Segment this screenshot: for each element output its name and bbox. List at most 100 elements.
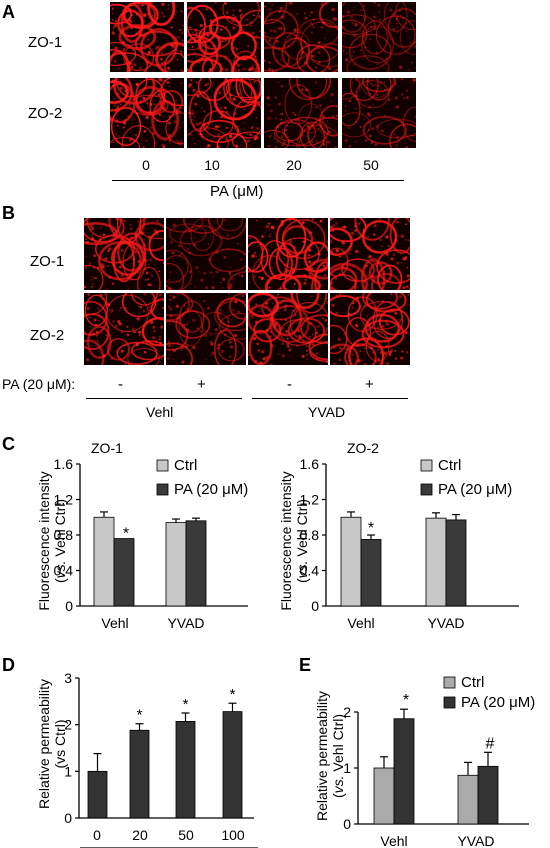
panel-b-sign-2: +	[197, 376, 206, 393]
panel-e-letter: E	[299, 655, 312, 675]
y-tick-label: 2	[64, 717, 72, 733]
panel-d-letter: D	[2, 655, 15, 675]
panel-b-group-yvad: YVAD	[308, 404, 346, 420]
panel-a-dose-0: 0	[142, 157, 150, 173]
panel-b-image-zo-2-4	[330, 293, 410, 365]
svg-text:(vs Ctrl): (vs Ctrl)	[52, 720, 68, 769]
panel-b-image-zo-1-2	[166, 218, 246, 290]
bar-50	[175, 721, 196, 819]
bar-vehl-1	[113, 538, 135, 607]
x-tick-label: YVAD	[427, 615, 464, 631]
y-tick-label: 1.6	[300, 456, 320, 472]
svg-text:(vs. Vehl Ctrl): (vs. Vehl Ctrl)	[330, 714, 346, 798]
panel-a-image-zo-1-0	[110, 2, 184, 72]
x-tick-label: Vehl	[101, 615, 128, 631]
panel-b-sign-3: -	[287, 376, 292, 393]
panel-a-axis-label: PA (μM)	[210, 183, 264, 200]
bar-20	[129, 729, 150, 819]
bar-yvad-1	[477, 765, 499, 825]
svg-text:Fluorescence intensity: Fluorescence intensity	[36, 471, 52, 610]
svg-text:Relative permeability: Relative permeability	[36, 679, 52, 809]
panel-b-sign-4: +	[365, 376, 374, 393]
x-tick-label: 50	[178, 827, 194, 843]
bar-vehl-1	[360, 539, 382, 607]
y-tick-label: 1.2	[300, 492, 320, 508]
panel-a-dose-50: 50	[363, 157, 379, 173]
svg-text:(vs. Vehl Ctrl): (vs. Vehl Ctrl)	[294, 499, 310, 583]
significance-mark: *	[137, 707, 143, 724]
panel-e-chart: Relative permeability (vs. Vehl Ctrl)0 1 2 V…	[314, 674, 535, 848]
legend-swatch	[443, 676, 456, 689]
legend-swatch	[420, 483, 433, 496]
y-tick-label: 1.2	[54, 492, 74, 508]
y-axis-label: Relative permeability (vs Ctrl)	[36, 679, 68, 809]
legend-label: PA (20 μM)	[461, 694, 535, 711]
y-tick-label: 3	[64, 670, 72, 686]
bar-vehl-1	[393, 718, 415, 825]
significance-mark: *	[230, 686, 236, 703]
x-tick-label: Vehl	[347, 615, 374, 631]
bar-vehl-0	[373, 767, 395, 825]
significance-mark: *	[403, 692, 409, 709]
bar-yvad-1	[445, 519, 467, 607]
panel-a-letter: A	[2, 2, 15, 22]
svg-text:(vs. Vehl Ctrl): (vs. Vehl Ctrl)	[52, 499, 68, 583]
y-tick-label: 0	[311, 598, 319, 614]
panel-a-image-zo-1-10	[187, 2, 261, 72]
y-tick-label: 0.8	[54, 527, 74, 543]
panel-a-image-zo-2-50	[342, 78, 416, 148]
bar-yvad-0	[425, 517, 447, 607]
y-tick-label: 1	[343, 760, 351, 776]
panel-b-sign-1: -	[118, 376, 123, 393]
panel-c-letter: C	[2, 434, 15, 454]
y-axis-label: Relative permeability (vs. Vehl Ctrl)	[314, 691, 346, 821]
panel-b-pa-label: PA (20 μM):	[2, 376, 76, 392]
panel-a-row-label-zo1: ZO-1	[28, 34, 63, 51]
panel-b-row-label-zo1: ZO-1	[30, 253, 65, 270]
panel-b-group-vehl: Vehl	[146, 404, 174, 420]
panel-c2-title: ZO-2	[347, 440, 379, 456]
y-tick-label: 0.4	[54, 563, 74, 579]
bar-yvad-0	[457, 774, 479, 825]
bar-100	[222, 711, 243, 819]
panel-a-dose-20: 20	[286, 157, 302, 173]
panel-b-image-zo-2-3	[248, 293, 328, 365]
legend-swatch	[156, 483, 169, 496]
bar-0	[87, 770, 108, 819]
svg-text:Fluorescence intensity: Fluorescence intensity	[278, 471, 294, 610]
panel-b-image-zo-2-2	[166, 293, 246, 365]
panel-c2-chart: Fluorescence intensity (vs. Vehl Ctrl)0 0.…	[278, 456, 519, 631]
x-tick-label: Vehl	[380, 833, 407, 848]
legend-label: Ctrl	[438, 457, 461, 474]
legend-swatch	[443, 696, 456, 709]
x-tick-label: 100	[221, 827, 245, 843]
y-tick-label: 1.6	[54, 456, 74, 472]
panel-b-image-zo-1-4	[330, 218, 410, 290]
legend-label: PA (20 μM)	[438, 481, 512, 498]
panel-b-image-zo-1-3	[248, 218, 328, 290]
panel-a-axis-line	[112, 180, 404, 181]
panel-a-image-zo-1-20	[264, 2, 338, 72]
panel-b-image-zo-2-1	[84, 293, 164, 365]
panel-a-dose-10: 10	[204, 157, 220, 173]
y-tick-label: 0	[343, 816, 351, 832]
significance-mark: *	[123, 526, 129, 543]
y-axis-label: Fluorescence intensity (vs. Vehl Ctrl)	[36, 471, 68, 610]
panel-a-row-label-zo2: ZO-2	[28, 105, 63, 122]
legend-label: Ctrl	[174, 457, 197, 474]
legend-label: PA (20 μM)	[174, 481, 248, 498]
panel-c1-title: ZO-1	[91, 440, 123, 456]
x-tick-label: YVAD	[167, 615, 204, 631]
bar-vehl-0	[93, 516, 115, 607]
x-tick-label: 0	[93, 827, 101, 843]
panel-a-image-zo-2-20	[264, 78, 338, 148]
y-axis-label: Fluorescence intensity (vs. Vehl Ctrl)	[278, 471, 310, 610]
legend-label: Ctrl	[461, 674, 484, 691]
panel-a-image-zo-2-0	[110, 78, 184, 148]
y-tick-label: 0	[64, 810, 72, 826]
y-tick-label: 2	[343, 704, 351, 720]
panel-b-yvad-line	[252, 398, 408, 399]
y-tick-label: 0	[65, 598, 73, 614]
y-tick-label: 0.4	[300, 563, 320, 579]
